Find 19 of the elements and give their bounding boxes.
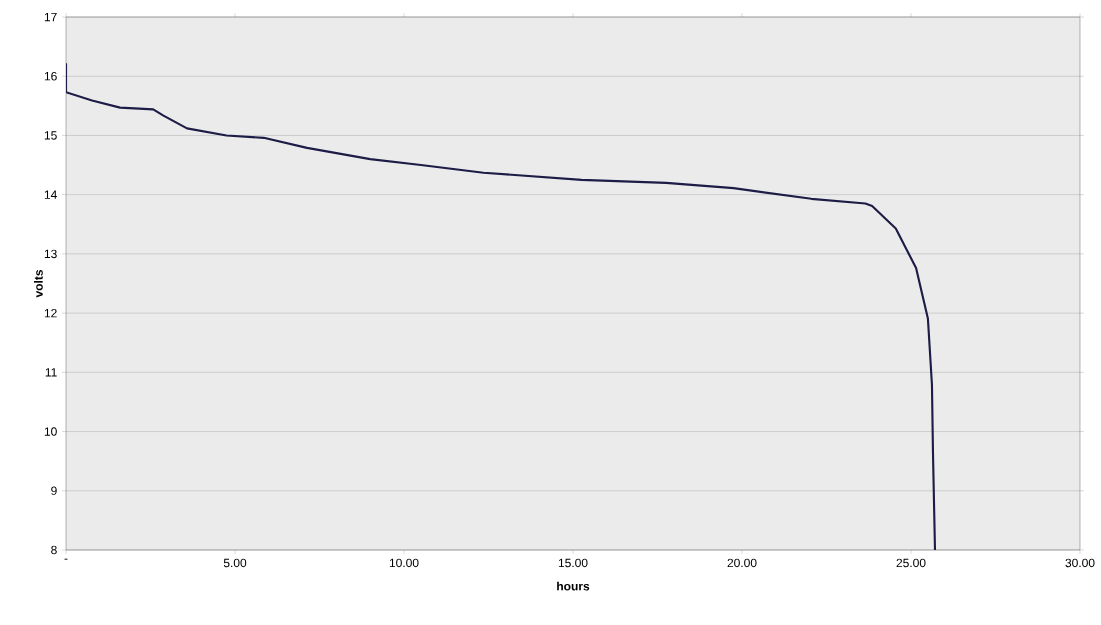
- y-tick-label: 10: [44, 427, 57, 436]
- y-tick-label: 12: [44, 308, 57, 318]
- x-axis-title: hours: [557, 581, 590, 591]
- y-tick-label: 11: [45, 368, 57, 377]
- x-tick-label: 5.00: [223, 558, 247, 568]
- y-tick-label: 16: [44, 71, 57, 81]
- x-tick-label: 20.00: [727, 558, 757, 568]
- y-tick-label: 13: [44, 249, 57, 259]
- x-tick-label: 15.00: [558, 558, 588, 568]
- x-tick-label: 10.00: [389, 558, 419, 568]
- y-tick-label: 8: [51, 545, 57, 555]
- y-tick-label: 17: [44, 12, 57, 22]
- x-tick-label: 30.00: [1065, 558, 1095, 568]
- x-tick-label: -: [64, 558, 68, 560]
- x-tick-label: 25.00: [896, 558, 926, 568]
- y-tick-label: 14: [44, 190, 57, 199]
- y-axis-title: volts: [33, 269, 43, 298]
- y-tick-label: 15: [44, 131, 57, 140]
- y-tick-label: 9: [51, 486, 57, 496]
